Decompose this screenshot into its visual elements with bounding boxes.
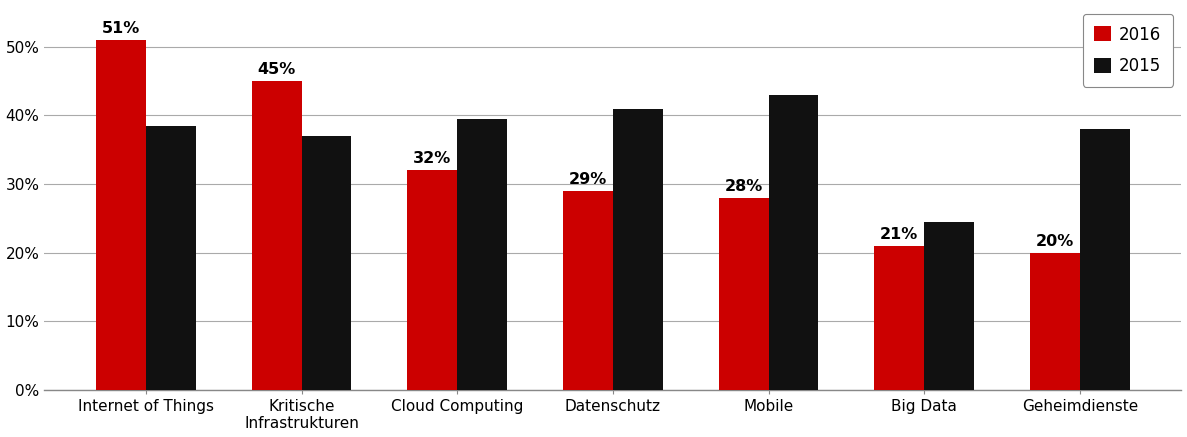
Bar xyxy=(301,136,351,390)
Bar xyxy=(925,222,975,390)
Text: 29%: 29% xyxy=(569,172,607,187)
Bar xyxy=(769,95,818,390)
Bar xyxy=(252,81,301,390)
Bar xyxy=(146,126,196,390)
Bar xyxy=(407,170,457,390)
Bar xyxy=(1030,253,1080,390)
Legend: 2016, 2015: 2016, 2015 xyxy=(1083,14,1173,87)
Bar xyxy=(612,108,662,390)
Text: 21%: 21% xyxy=(881,227,919,242)
Bar xyxy=(563,191,612,390)
Bar xyxy=(875,246,925,390)
Bar xyxy=(457,119,507,390)
Bar xyxy=(1080,129,1130,390)
Bar xyxy=(96,40,146,390)
Text: 28%: 28% xyxy=(724,179,763,194)
Text: 51%: 51% xyxy=(102,21,140,36)
Text: 45%: 45% xyxy=(258,62,296,77)
Text: 32%: 32% xyxy=(413,151,451,166)
Text: 20%: 20% xyxy=(1036,234,1074,249)
Bar xyxy=(719,198,769,390)
